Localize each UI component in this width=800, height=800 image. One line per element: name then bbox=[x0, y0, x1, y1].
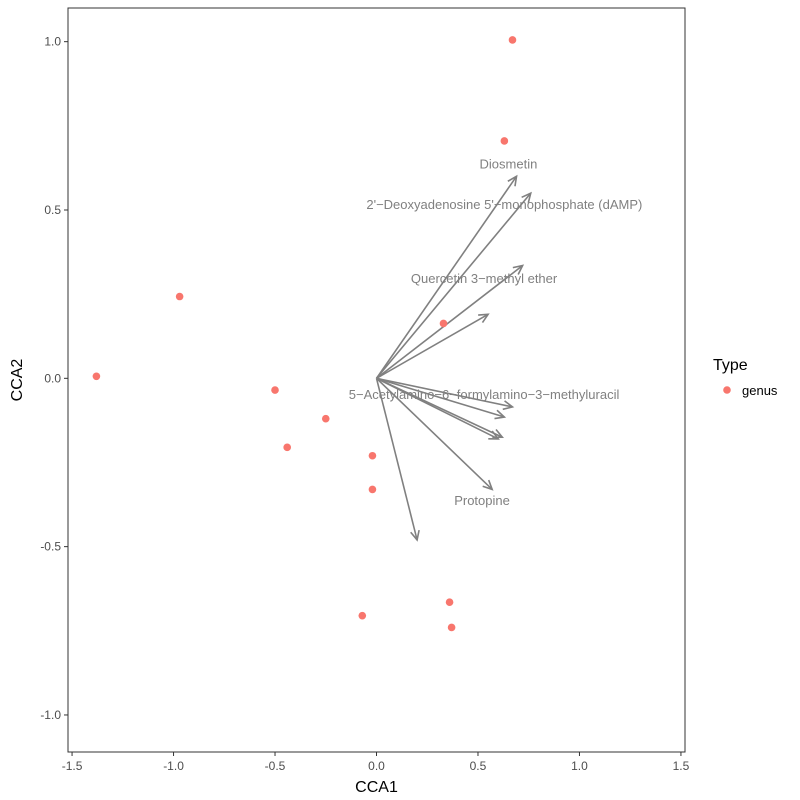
data-point bbox=[283, 443, 291, 452]
x-tick-label: 0.5 bbox=[470, 759, 487, 773]
arrow-label: Quercetin 3−methyl ether bbox=[411, 271, 558, 286]
y-tick-label: -1.0 bbox=[40, 708, 61, 722]
y-axis: -1.0 -0.5 0.0 0.5 1.0 bbox=[40, 35, 68, 722]
arrow-label: 5−Acetylamino−6−formylamino−3−methylurac… bbox=[349, 387, 620, 402]
x-tick-label: -1.5 bbox=[62, 759, 83, 773]
arrow-head bbox=[410, 529, 420, 542]
data-point bbox=[368, 485, 377, 494]
x-axis-title: CCA1 bbox=[355, 779, 398, 796]
y-axis-title: CCA2 bbox=[9, 359, 26, 402]
y-tick-label: 0.0 bbox=[44, 371, 61, 385]
arrow-head bbox=[502, 400, 515, 411]
data-point bbox=[358, 611, 367, 620]
legend: Type genus bbox=[713, 357, 778, 398]
y-tick-label: 1.0 bbox=[44, 35, 61, 49]
data-point bbox=[447, 623, 456, 632]
x-tick-label: -1.0 bbox=[163, 759, 184, 773]
data-point bbox=[500, 137, 509, 145]
arrow-head bbox=[482, 479, 494, 491]
arrow-line bbox=[376, 264, 524, 379]
labels-layer: Diosmetin 2'−Deoxyadenosine 5'−monophosph… bbox=[349, 157, 643, 509]
arrows-layer bbox=[375, 174, 532, 542]
legend-key bbox=[723, 386, 731, 394]
x-tick-label: 0.0 bbox=[368, 759, 385, 773]
arrow-label: Protopine bbox=[454, 493, 510, 508]
x-tick-label: 1.5 bbox=[673, 759, 690, 773]
arrow-line bbox=[375, 192, 532, 379]
data-point bbox=[368, 451, 377, 460]
data-point bbox=[92, 372, 101, 381]
x-tick-label: -0.5 bbox=[265, 759, 286, 773]
y-tick-label: -0.5 bbox=[40, 540, 61, 554]
data-point bbox=[445, 598, 454, 606]
legend-label: genus bbox=[742, 383, 778, 398]
arrow-line bbox=[375, 378, 418, 541]
arrow-line bbox=[376, 377, 499, 440]
arrow-line bbox=[376, 377, 513, 408]
arrow-head bbox=[507, 174, 518, 187]
x-axis: -1.5 -1.0 -0.5 0.0 0.5 1.0 1.5 bbox=[62, 752, 690, 773]
data-point bbox=[321, 414, 330, 423]
arrow-line bbox=[375, 377, 493, 490]
x-tick-label: 1.0 bbox=[571, 759, 588, 773]
arrow-label: 2'−Deoxyadenosine 5'−monophosphate (dAMP… bbox=[366, 197, 642, 212]
data-point bbox=[175, 292, 184, 301]
y-tick-label: 0.5 bbox=[44, 203, 61, 217]
points-layer bbox=[92, 36, 517, 632]
legend-title: Type bbox=[713, 357, 748, 374]
arrow-line bbox=[375, 175, 518, 379]
data-point bbox=[271, 386, 279, 394]
arrow-line bbox=[376, 313, 489, 380]
arrow-head bbox=[494, 409, 507, 420]
arrow-head bbox=[521, 191, 532, 204]
arrow-line bbox=[376, 377, 505, 418]
arrow-label: Diosmetin bbox=[480, 157, 538, 172]
arrow-head bbox=[478, 313, 490, 324]
data-point bbox=[439, 319, 448, 328]
arrow-head bbox=[488, 430, 500, 440]
arrow-head bbox=[512, 264, 525, 275]
data-point bbox=[508, 36, 517, 44]
